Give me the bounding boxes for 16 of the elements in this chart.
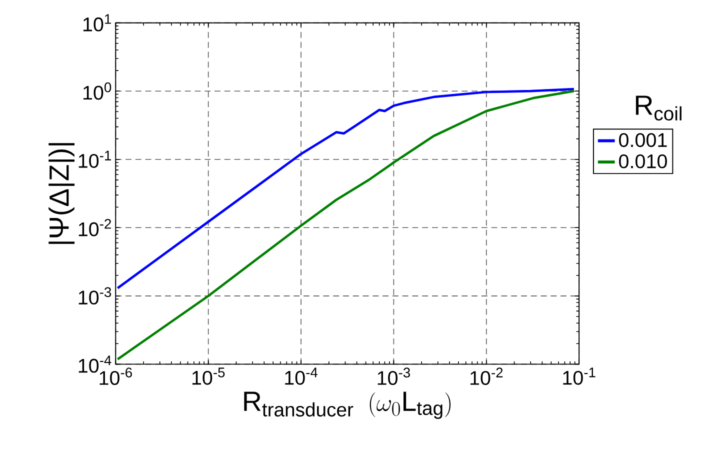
x-tick-label: 10$^{-4}$ [285,367,318,385]
y-tick-label: 10$^{0}$ [83,82,112,100]
y-tick-label: 10$^{1}$ [83,14,111,32]
x-tick-label: 10$^{-2}$ [470,367,503,385]
x-tick-label: 10$^{-6}$ [100,367,132,385]
legend-label: 0.001 [619,132,667,147]
legend-label: 0.010 [619,154,667,168]
x-tick-label: 10$^{-5}$ [192,367,225,385]
x-axis-title: $\mathrm{R}_{\mathrm{transducer}}\;\;(\omega_{0}\mathrm{L}_{\mathrm{tag}})$ [244,392,451,419]
y-tick-label: 10$^{-2}$ [78,218,111,236]
x-tick-label: 10$^{-1}$ [563,367,596,385]
y-tick-label: 10$^{-1}$ [78,150,111,168]
y-tick-label: 10$^{-3}$ [78,287,112,304]
x-tick-label: 10$^{-3}$ [378,367,410,385]
y-axis-title: |Ψ(Δ|Z|)| [48,142,75,244]
legend-title: $\mathrm{R}_{\mathrm{coil}}$ [636,96,682,120]
